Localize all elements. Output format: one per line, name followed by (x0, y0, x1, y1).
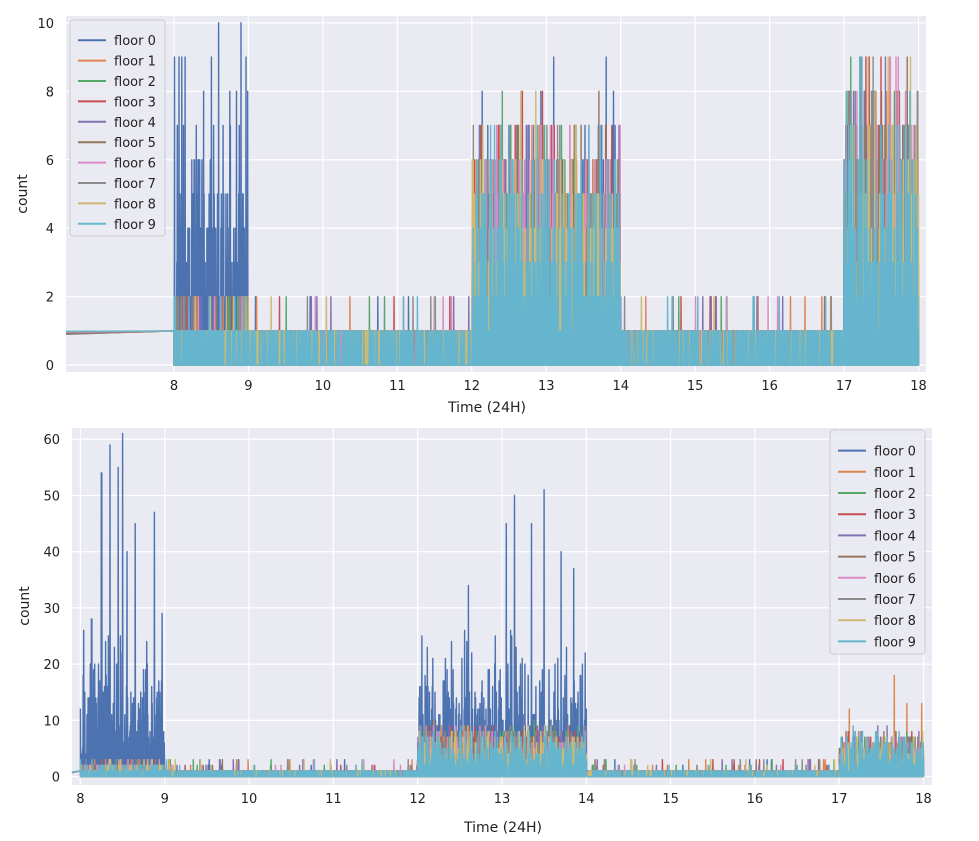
top-legend-label: floor 2 (114, 75, 156, 90)
bottom-y-axis-label: count (17, 586, 33, 626)
bottom-legend: floor 0 floor 1 floor 2 floor 3 floor 4 floor… (829, 429, 926, 655)
top-x-tick-label: 15 (687, 379, 704, 394)
top-x-tick-label: 16 (761, 379, 778, 394)
bottom-x-tick-label: 8 (76, 792, 84, 807)
bottom-x-tick-label: 18 (915, 792, 932, 807)
bottom-x-tick-label: 14 (578, 792, 595, 807)
bottom-legend-label: floor 6 (874, 572, 916, 587)
bottom-series-line-9 (71, 725, 925, 778)
bottom-x-tick-label: 10 (241, 792, 258, 807)
top-x-tick-label: 18 (910, 379, 927, 394)
bottom-legend-label: floor 0 (874, 445, 916, 460)
top-y-tick-label: 2 (46, 291, 54, 306)
bottom-y-tick-label: 30 (43, 602, 60, 617)
bottom-x-tick-label: 15 (662, 792, 679, 807)
top-legend-label: floor 9 (114, 218, 156, 233)
top-x-tick-label: 14 (612, 379, 629, 394)
bottom-y-tick-label: 60 (43, 433, 60, 448)
bottom-x-tick-label: 9 (161, 792, 169, 807)
top-x-tick-label: 10 (315, 379, 332, 394)
top-legend-label: floor 8 (114, 197, 156, 212)
bottom-legend-label: floor 8 (874, 614, 916, 629)
bottom-legend-label: floor 5 (874, 551, 916, 566)
bottom-line-chart: 8 9 10 11 12 13 14 15 16 17 18 0 10 20 30 40 50 60 floor 0… (17, 428, 932, 836)
bottom-legend-label: floor 1 (874, 466, 916, 481)
bottom-x-tick-label: 17 (831, 792, 848, 807)
top-series-group (65, 22, 920, 366)
top-x-tick-label: 13 (538, 379, 555, 394)
bottom-legend-label: floor 4 (874, 529, 916, 544)
top-x-axis-label: Time (24H) (447, 400, 526, 416)
bottom-legend-label: floor 9 (874, 635, 916, 650)
top-legend-label: floor 4 (114, 116, 156, 131)
top-legend-label: floor 6 (114, 157, 156, 172)
bottom-x-axis-label: Time (24H) (463, 820, 542, 836)
bottom-x-tick-label: 16 (747, 792, 764, 807)
top-legend-label: floor 7 (114, 177, 156, 192)
bottom-x-tick-label: 12 (409, 792, 426, 807)
top-legend-label: floor 0 (114, 34, 156, 49)
bottom-y-tick-label: 20 (43, 658, 60, 673)
bottom-x-tick-label: 13 (494, 792, 511, 807)
top-series-line-9 (65, 56, 920, 366)
top-x-tick-label: 12 (464, 379, 481, 394)
top-y-tick-label: 6 (46, 154, 54, 169)
bottom-y-tick-label: 10 (43, 714, 60, 729)
top-y-axis-label: count (15, 174, 31, 214)
top-legend-label: floor 5 (114, 136, 156, 151)
top-y-tick-label: 0 (46, 359, 54, 374)
top-x-tick-label: 9 (244, 379, 252, 394)
top-y-tick-label: 8 (46, 85, 54, 100)
top-y-tick-label: 4 (46, 222, 54, 237)
top-x-tick-label: 17 (836, 379, 853, 394)
bottom-legend-label: floor 2 (874, 487, 916, 502)
top-x-tick-label: 11 (389, 379, 406, 394)
top-legend-label: floor 1 (114, 55, 156, 70)
bottom-y-tick-label: 0 (52, 771, 60, 786)
top-legend: floor 0 floor 1 floor 2 floor 3 floor 4 floor… (69, 19, 166, 237)
bottom-y-tick-label: 50 (43, 489, 60, 504)
bottom-y-tick-label: 40 (43, 546, 60, 561)
bottom-x-tick-label: 11 (325, 792, 342, 807)
bottom-series-group (71, 432, 925, 778)
top-legend-label: floor 3 (114, 95, 156, 110)
bottom-legend-label: floor 7 (874, 593, 916, 608)
bottom-legend-label: floor 3 (874, 508, 916, 523)
top-x-tick-label: 8 (170, 379, 178, 394)
top-y-tick-label: 10 (37, 17, 54, 32)
